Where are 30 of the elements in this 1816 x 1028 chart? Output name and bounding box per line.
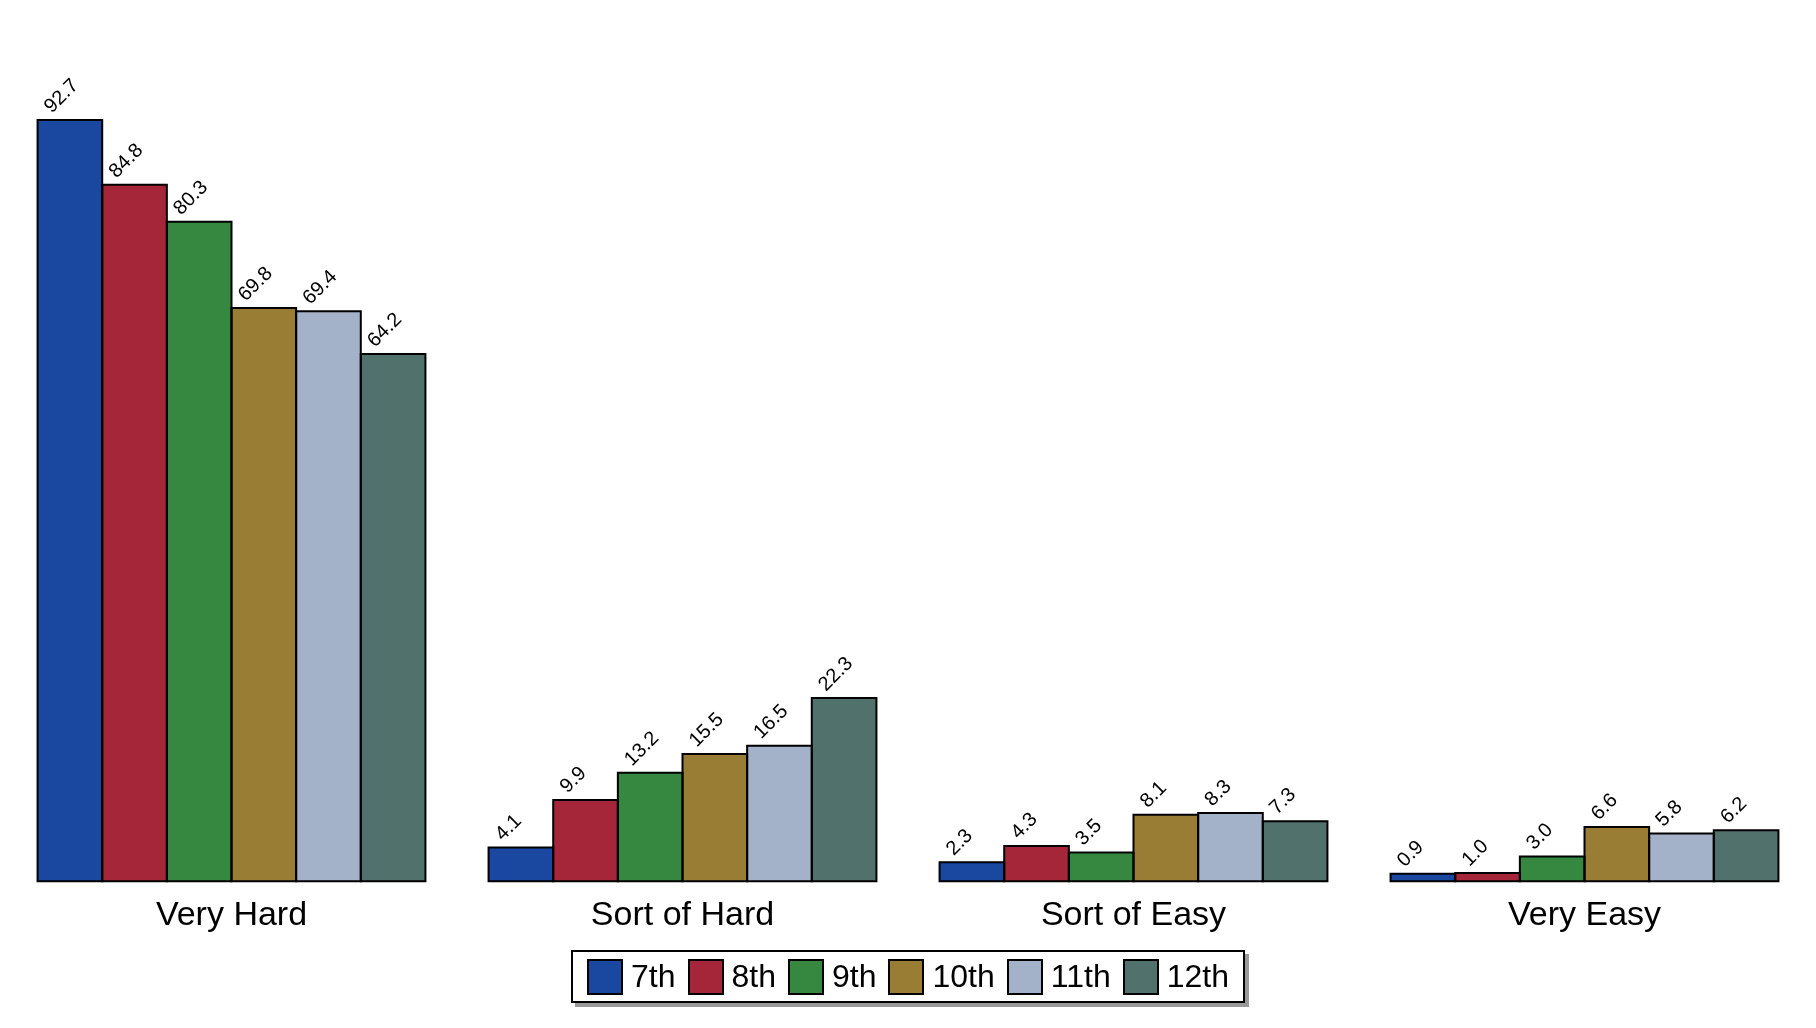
x-tick-label: Sort of Easy	[1040, 893, 1227, 932]
legend-label: 11th	[1050, 958, 1111, 995]
data-label: 1.0	[1456, 834, 1492, 870]
data-label: 8.1	[1134, 776, 1171, 812]
data-label: 8.3	[1199, 774, 1235, 810]
data-label: 4.1	[490, 809, 526, 845]
data-label: 69.4	[297, 264, 341, 309]
data-label: 3.5	[1070, 813, 1106, 850]
x-tick-label: Very Easy	[1507, 893, 1662, 932]
x-tick-label: Sort of Hard	[590, 893, 775, 932]
legend-label: 7th	[631, 958, 676, 995]
data-label: 7.3	[1264, 782, 1300, 818]
legend-label: 10th	[932, 958, 995, 995]
data-label: 6.2	[1715, 791, 1751, 828]
x-tick-label: Very Hard	[155, 893, 308, 932]
data-label: 22.3	[813, 651, 857, 695]
data-label: 64.2	[362, 307, 406, 351]
data-label: 2.3	[941, 823, 977, 860]
data-label: 6.6	[1585, 788, 1622, 824]
data-label: 4.3	[1005, 807, 1041, 843]
data-label: 9.9	[554, 761, 590, 797]
legend-label: 12th	[1166, 958, 1229, 995]
data-label: 84.8	[103, 138, 147, 182]
data-label: 3.0	[1521, 818, 1557, 854]
legend-label: 8th	[731, 958, 776, 995]
data-label: 0.9	[1392, 835, 1428, 871]
data-label: 69.8	[232, 261, 277, 305]
legend-label: 9th	[832, 958, 877, 995]
data-label: 80.3	[168, 175, 212, 219]
data-label: 5.8	[1650, 795, 1686, 831]
